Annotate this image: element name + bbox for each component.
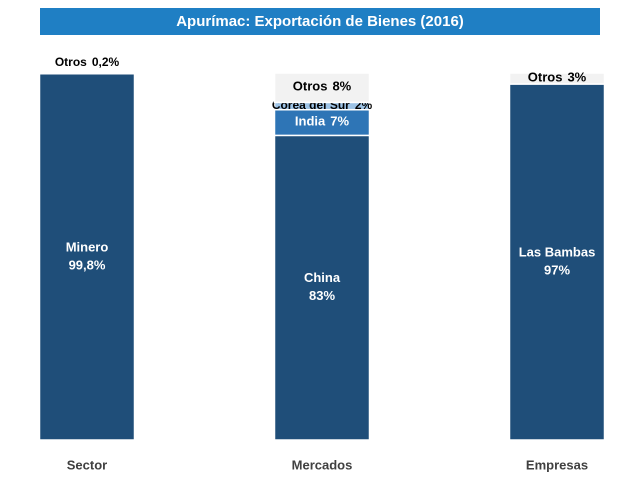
- bar-segment: [508, 83, 606, 441]
- segment-name: India: [295, 114, 326, 129]
- bar-segment: [508, 72, 606, 85]
- x-tick-label: Sector: [67, 457, 107, 472]
- segment-value-label: 8%: [332, 79, 351, 94]
- segment-name: Otros: [293, 79, 328, 94]
- segment-value-label: 99,8%: [69, 257, 106, 272]
- segment-name: Otros: [528, 70, 563, 85]
- bar-segment: [38, 72, 136, 441]
- x-tick-label: Empresas: [526, 457, 588, 472]
- bar-segment: [273, 72, 371, 104]
- segment-name: China: [304, 270, 341, 285]
- segment-value-label: 97%: [544, 262, 570, 277]
- segment-label: Otros 8%: [293, 79, 352, 94]
- segment-label: Otros 3%: [528, 70, 587, 85]
- segment-value-label: 0,2%: [92, 55, 120, 69]
- title-band: [40, 8, 600, 35]
- segment-label: Otros 0,2%: [55, 55, 120, 69]
- bar-segment: [273, 108, 371, 137]
- segment-value-label: 3%: [567, 70, 586, 85]
- segment-name: Minero: [66, 239, 109, 254]
- x-tick-label: Mercados: [292, 457, 353, 472]
- segment-name: Otros: [55, 55, 87, 69]
- segment-name: Las Bambas: [519, 244, 596, 259]
- bar-segment: [38, 72, 136, 75]
- segment-value-label: 83%: [309, 288, 335, 303]
- segment-label: India 7%: [295, 114, 350, 129]
- segment-value-label: 7%: [330, 114, 349, 129]
- chart-title: Apurímac: Exportación de Bienes (2016): [176, 13, 464, 30]
